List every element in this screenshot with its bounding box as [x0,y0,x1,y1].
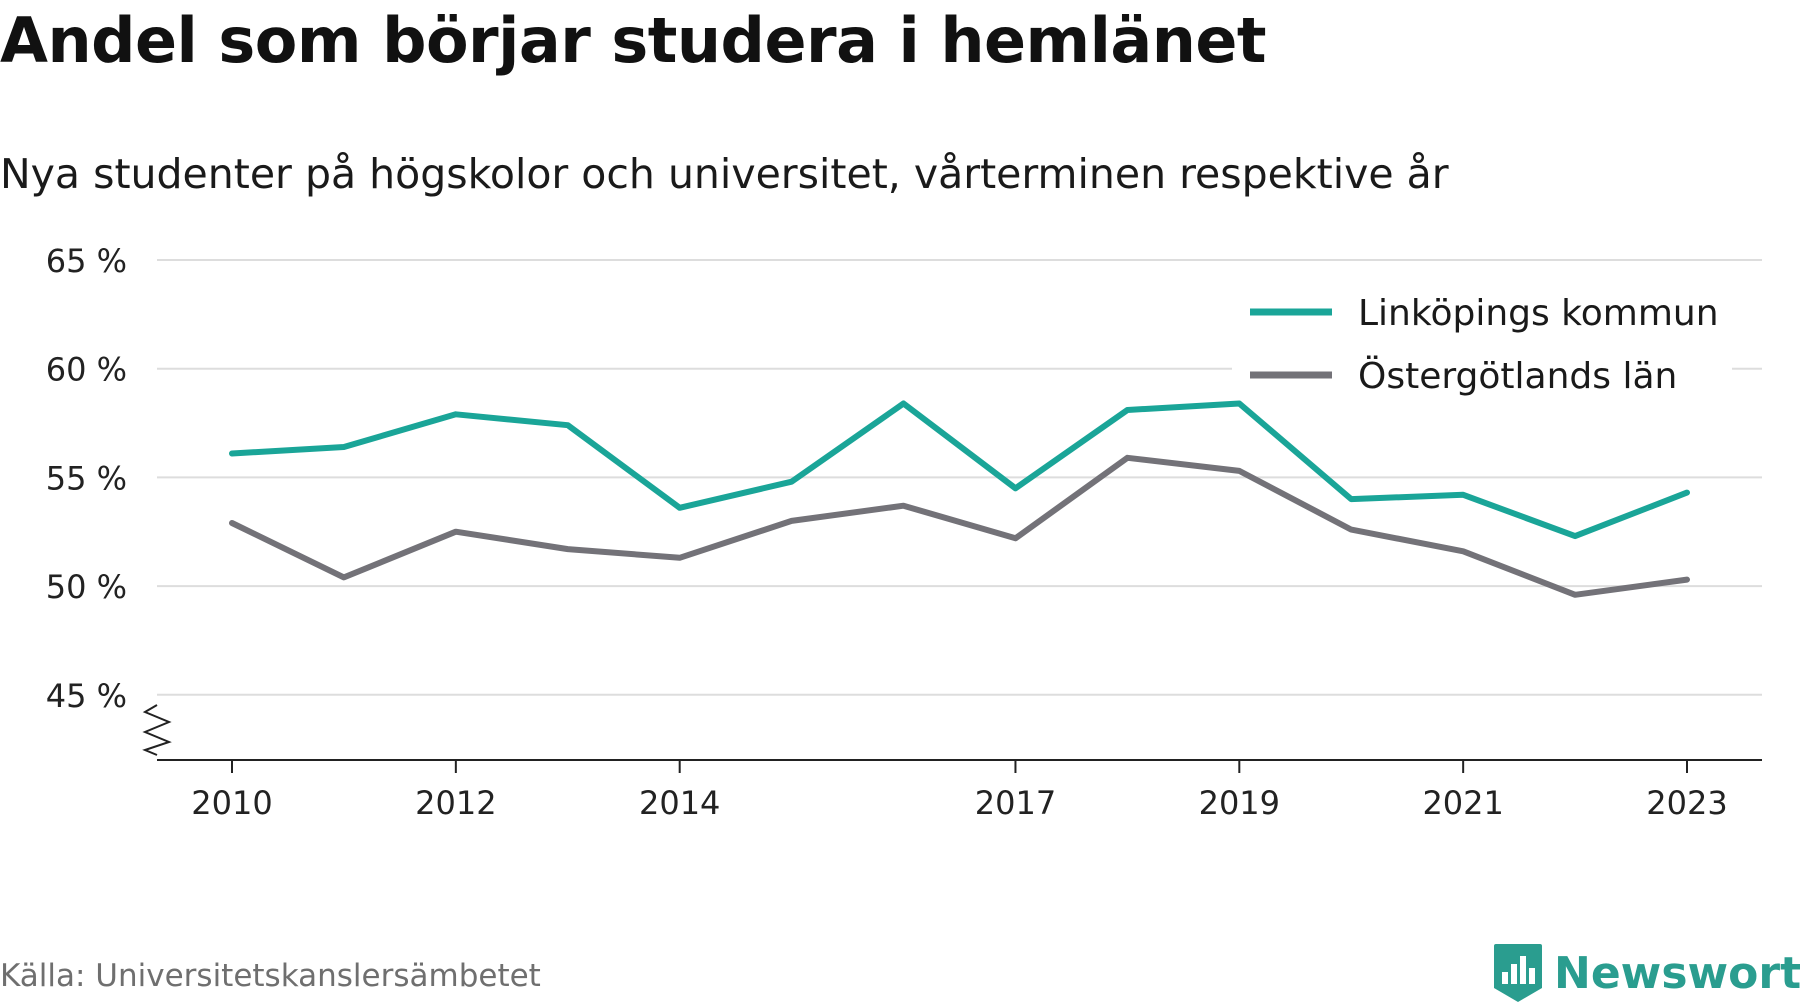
series-line-1 [229,454,1690,598]
legend: Linköpings kommun Östergötlands län [1232,272,1732,400]
chart-title: Andel som börjar studera i hemlänet [0,4,1267,77]
x-tick-label: 2014 [639,784,720,822]
line-chart: 45 % 50 % 55 % 60 % 65 % 2010 2012 2014 2017 2019… [46,242,1762,822]
chart-subtitle: Nya studenter på högskolor och universit… [0,150,1449,198]
axis-break-mark [142,704,172,756]
legend-label-1: Östergötlands län [1358,355,1677,397]
legend-label-0: Linköpings kommun [1358,293,1719,334]
y-tick-label: 55 % [46,459,127,497]
x-tick-label: 2010 [191,784,272,822]
brand-name: Newsworthy [1554,947,1800,999]
y-tick-label: 65 % [46,242,127,280]
newsworthy-logo: Newsworthy [1492,938,1800,1008]
y-tick-label: 50 % [46,568,127,606]
newsworthy-badge-icon [1494,944,1542,1002]
x-tick-label: 2012 [415,784,496,822]
series-lines [229,400,1690,598]
series-line-0 [229,400,1690,540]
x-tick-label: 2019 [1199,784,1280,822]
y-tick-label: 60 % [46,351,127,389]
x-tick-label: 2021 [1422,784,1503,822]
x-tick-label: 2017 [975,784,1056,822]
x-tick-label: 2023 [1646,784,1727,822]
y-tick-label: 45 % [46,677,127,715]
legend-background [1232,272,1732,400]
source-note: Källa: Universitetskanslersämbetet [0,958,541,994]
axes: 45 % 50 % 55 % 60 % 65 % 2010 2012 2014 2017 2019… [46,242,1762,822]
